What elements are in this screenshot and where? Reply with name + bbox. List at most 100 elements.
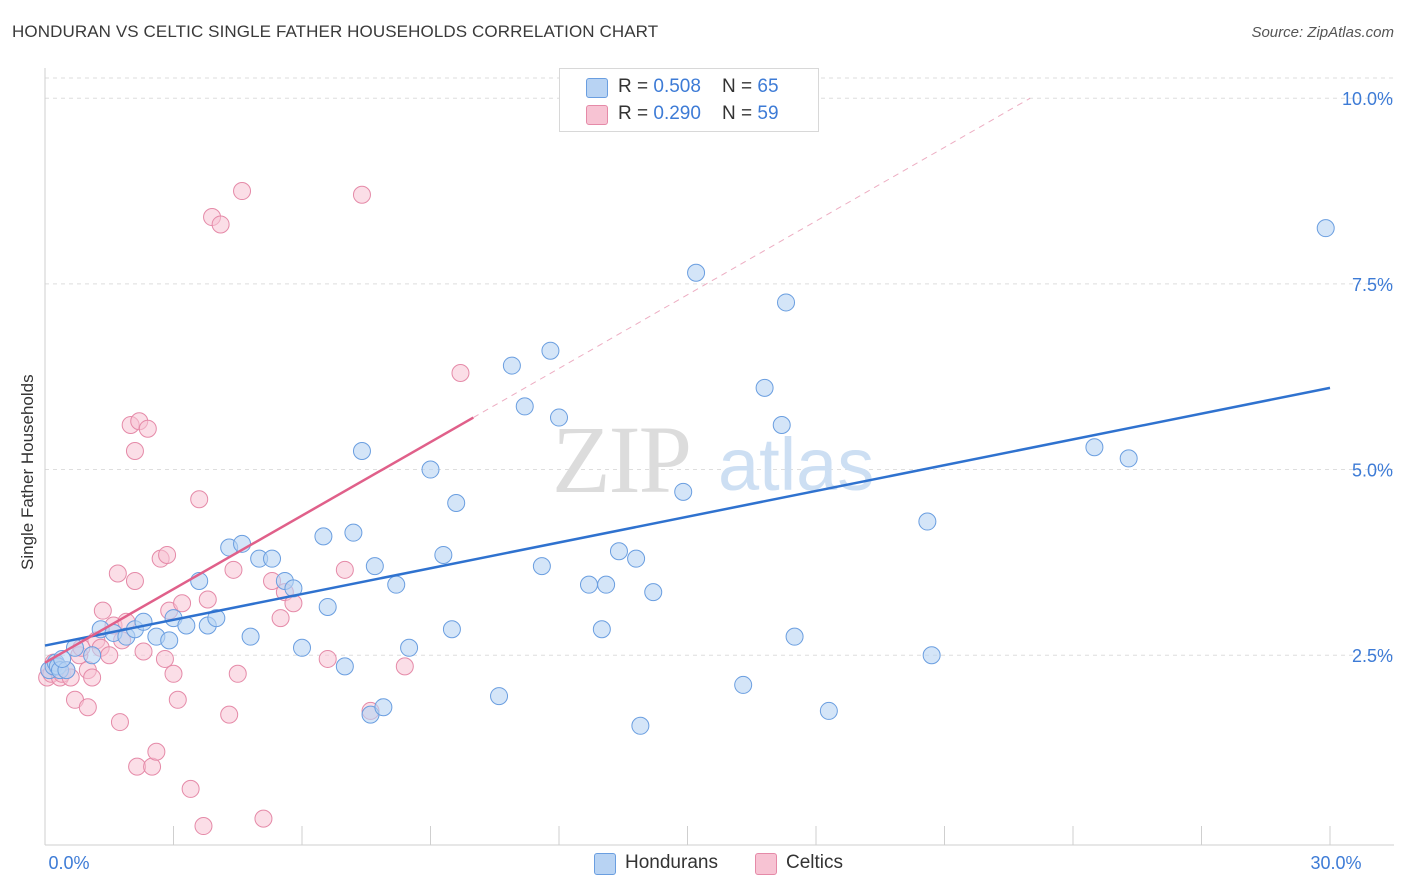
grid-lines (45, 77, 1394, 656)
celtics-point (164, 664, 183, 683)
axes (44, 68, 1394, 846)
hondurans-point (293, 638, 311, 657)
hondurans-legend-label: Hondurans (625, 852, 718, 873)
celtics-n-label: N = (722, 103, 758, 124)
celtics-point (224, 560, 243, 579)
hondurans-swatch (586, 78, 608, 98)
celtics-r-label: R = (618, 103, 654, 124)
hondurans-point (592, 620, 611, 639)
celtics-point (158, 545, 177, 564)
celtics-legend-swatch (755, 853, 777, 875)
celtics-point (451, 363, 470, 382)
watermark-zip: ZIP (552, 406, 690, 513)
y-tick-label: 10.0% (1342, 89, 1393, 109)
hondurans-point (83, 646, 102, 665)
celtics-point (318, 649, 337, 668)
hondurans-point (335, 657, 354, 676)
celtics-point (173, 594, 192, 613)
hondurans-point (532, 557, 551, 576)
hondurans-point (344, 523, 363, 542)
hondurans-point (160, 631, 179, 650)
hondurans-point (550, 408, 568, 427)
celtics-point (128, 757, 147, 776)
hondurans-point (352, 441, 371, 460)
hondurans-n-label: N = (722, 76, 758, 97)
hondurans-point (447, 493, 466, 512)
x-tick-label: 30.0% (1310, 853, 1361, 873)
celtics-trend-extension (473, 97, 1031, 418)
celtics-point (78, 698, 97, 717)
hondurans-point (644, 583, 663, 602)
hondurans-point (421, 460, 440, 479)
celtics-point (125, 441, 144, 460)
celtics-point (211, 215, 230, 234)
hondurans-point (374, 698, 393, 717)
watermark: ZIP atlas (552, 406, 874, 513)
hondurans-point (631, 716, 650, 735)
hondurans-point (734, 675, 753, 694)
celtics-point (395, 657, 414, 676)
chart-source: Source: ZipAtlas.com (1251, 24, 1394, 41)
celtics-point (228, 664, 247, 683)
celtics-point (233, 182, 252, 201)
celtics-point (271, 609, 290, 628)
trend-lines (44, 97, 1331, 664)
hondurans-point (1316, 219, 1335, 238)
celtics-point (100, 646, 119, 665)
hondurans-point (819, 701, 838, 720)
hondurans-point (1119, 449, 1138, 468)
x-tick-label: 0.0% (48, 853, 89, 873)
hondurans-point (502, 356, 521, 375)
tick-labels: 2.5% 5.0% 7.5% 10.0% 0.0% 30.0% (48, 89, 1393, 873)
hondurans-point (314, 527, 333, 546)
hondurans-point (318, 597, 337, 616)
y-tick-label: 2.5% (1352, 646, 1393, 666)
hondurans-point (785, 627, 804, 646)
hondurans-point (627, 549, 646, 568)
y-tick-label: 7.5% (1352, 275, 1393, 295)
hondurans-point (207, 609, 226, 628)
hondurans-point (918, 512, 937, 531)
hondurans-point (922, 646, 941, 665)
hondurans-n-value: 65 (757, 76, 779, 97)
hondurans-point (515, 397, 534, 416)
celtics-n-value: 59 (757, 103, 779, 124)
celtics-point (83, 668, 102, 687)
celtics-point (181, 779, 200, 798)
hondurans-point (772, 415, 791, 434)
hondurans-point (241, 627, 260, 646)
hondurans-point (541, 341, 560, 360)
celtics-point (125, 571, 144, 590)
celtics-point (155, 649, 174, 668)
hondurans-point (365, 557, 384, 576)
celtics-point (93, 601, 112, 620)
celtics-r-value: 0.290 (653, 103, 701, 124)
hondurans-legend-swatch (594, 853, 616, 875)
hondurans-point (263, 549, 282, 568)
celtics-point (194, 817, 213, 836)
hondurans-point (777, 293, 796, 312)
celtics-point (168, 690, 187, 709)
celtics-point (190, 490, 209, 509)
hondurans-point (755, 378, 774, 397)
watermark-atlas: atlas (718, 423, 874, 506)
celtics-point (220, 705, 239, 724)
celtics-trend-line (44, 416, 474, 664)
celtics-point (108, 564, 127, 583)
celtics-point (147, 742, 166, 761)
hondurans-point (609, 542, 628, 561)
y-axis-label: Single Father Households (18, 374, 37, 570)
celtics-point (352, 185, 371, 204)
hondurans-point (387, 575, 406, 594)
hondurans-point (490, 687, 509, 706)
hondurans-point (1085, 438, 1104, 457)
celtics-point (143, 757, 162, 776)
hondurans-point (674, 482, 693, 501)
celtics-point (198, 590, 217, 609)
hondurans-r-value: 0.508 (653, 76, 701, 97)
celtics-legend-label: Celtics (786, 852, 844, 873)
hondurans-r-label: R = (618, 76, 654, 97)
hondurans-point (434, 545, 453, 564)
celtics-point (110, 713, 129, 732)
